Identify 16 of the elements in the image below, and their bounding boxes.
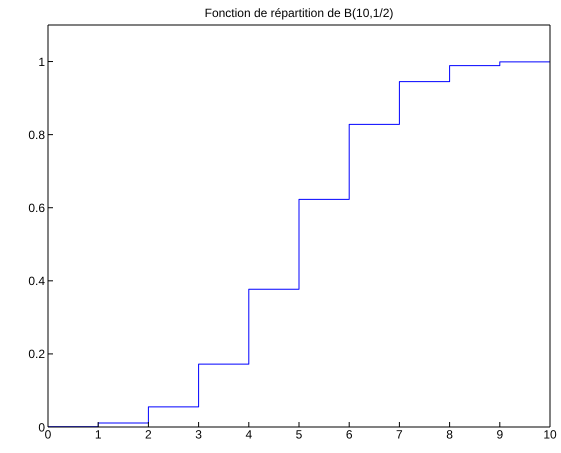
x-tick-label: 9 — [496, 428, 504, 442]
x-tick-label: 2 — [145, 428, 152, 442]
y-tick-label: 0.8 — [28, 128, 46, 142]
chart-title: Fonction de répartition de B(10,1/2) — [204, 6, 394, 20]
y-tick-label: 0.2 — [28, 347, 46, 362]
x-tick-label: 7 — [396, 428, 404, 442]
x-tick-label: 1 — [94, 428, 102, 442]
x-tick-label: 8 — [446, 428, 454, 442]
x-tick-label: 10 — [543, 428, 557, 442]
y-tick-label: 0.4 — [28, 274, 46, 288]
x-tick-label: 4 — [245, 428, 252, 442]
y-tick-label: 1 — [38, 54, 46, 69]
x-tick-label: 5 — [296, 428, 303, 442]
y-tick-label: 0.6 — [28, 200, 46, 215]
x-tick-label: 3 — [195, 428, 202, 442]
x-tick-label: 6 — [346, 428, 353, 442]
